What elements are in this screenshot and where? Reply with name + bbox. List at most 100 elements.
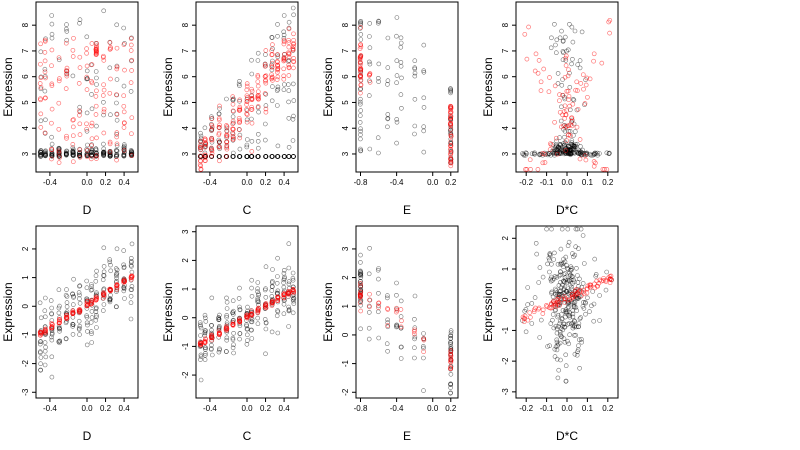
observed-point — [89, 150, 94, 155]
observed-point — [269, 288, 275, 293]
observed-point — [547, 269, 552, 275]
observed-point — [101, 8, 106, 14]
observed-point — [107, 299, 113, 305]
x-tick-label: 0.0 — [81, 178, 93, 187]
observed-point — [49, 21, 55, 27]
observed-point — [366, 325, 372, 331]
observed-point — [448, 328, 454, 333]
observed-point — [255, 132, 261, 137]
observed-point — [49, 141, 55, 147]
observed-point — [560, 327, 566, 333]
observed-point — [270, 84, 275, 89]
observed-point — [376, 266, 381, 271]
fitted-point — [575, 106, 581, 112]
observed-point — [290, 293, 296, 299]
y-tick-label: 5 — [21, 100, 30, 105]
observed-point — [553, 323, 559, 329]
observed-point — [525, 285, 531, 290]
fitted-point — [602, 167, 607, 172]
fitted-point — [544, 303, 549, 308]
fitted-point — [559, 124, 564, 130]
y-tick-label: 3 — [341, 246, 350, 251]
fitted-point — [577, 156, 583, 162]
observed-point — [367, 45, 373, 51]
observed-point — [604, 150, 610, 156]
observed-point — [604, 269, 610, 275]
observed-point — [64, 287, 69, 292]
fitted-point — [230, 118, 236, 124]
fitted-point — [237, 117, 243, 123]
fitted-point — [77, 147, 83, 153]
observed-point — [358, 32, 364, 37]
observed-point — [237, 285, 242, 291]
x-axis-label: D*C — [556, 429, 578, 443]
observed-point — [394, 80, 399, 85]
observed-point — [64, 294, 70, 299]
y-tick-label: 8 — [341, 22, 350, 27]
observed-point — [574, 352, 580, 358]
observed-point — [37, 149, 43, 155]
observed-point — [366, 93, 372, 98]
observed-point — [594, 150, 600, 156]
fitted-point — [89, 120, 95, 126]
fitted-point — [291, 31, 296, 37]
fitted-point — [281, 291, 287, 296]
x-tick-label: 0.2 — [602, 404, 614, 413]
observed-point — [398, 356, 404, 361]
fitted-point — [358, 65, 363, 71]
observed-point — [385, 35, 391, 41]
fitted-point — [557, 109, 563, 115]
observed-point — [89, 153, 94, 158]
observed-point — [398, 92, 404, 97]
observed-point — [421, 68, 427, 73]
y-tick-label: -2 — [501, 357, 510, 365]
fitted-point — [84, 63, 90, 69]
observed-point — [367, 146, 373, 152]
fitted-point — [217, 103, 222, 109]
fitted-point — [584, 75, 590, 81]
observed-point — [385, 317, 390, 323]
fitted-point — [357, 59, 363, 65]
observed-point — [49, 374, 55, 380]
fitted-point — [357, 57, 363, 63]
observed-point — [114, 143, 120, 148]
observed-point — [552, 354, 558, 359]
observed-point — [256, 291, 261, 297]
fitted-point — [93, 295, 99, 300]
observed-point — [606, 151, 612, 156]
fitted-point — [71, 117, 76, 122]
fitted-point — [275, 67, 280, 73]
observed-point — [587, 151, 593, 157]
observed-point — [236, 296, 242, 301]
observed-point — [93, 150, 99, 156]
fitted-point — [290, 46, 296, 52]
observed-point — [198, 322, 203, 328]
observed-point — [394, 73, 400, 78]
observed-point — [557, 318, 563, 324]
observed-point — [448, 371, 454, 377]
fitted-point — [262, 74, 268, 79]
x-tick-label: -0.2 — [519, 404, 533, 413]
observed-point — [577, 316, 583, 322]
observed-point — [230, 337, 236, 342]
fitted-point — [286, 73, 292, 78]
fitted-point — [198, 138, 204, 144]
observed-point — [224, 337, 229, 343]
x-axis-label: D — [83, 429, 92, 443]
observed-point — [249, 116, 254, 122]
observed-point — [263, 326, 269, 332]
fitted-point — [237, 104, 243, 110]
observed-point — [245, 338, 250, 343]
y-tick-label: -1 — [501, 326, 510, 334]
observed-point — [559, 261, 565, 267]
x-tick-label: -0.4 — [43, 404, 57, 413]
x-tick-label: 0.0 — [561, 404, 573, 413]
observed-point — [358, 270, 364, 275]
fitted-point — [230, 134, 236, 139]
x-tick-label: 0.2 — [260, 178, 272, 187]
observed-point — [366, 310, 372, 315]
observed-point — [198, 333, 203, 338]
observed-point — [399, 344, 404, 350]
observed-point — [546, 255, 552, 261]
observed-point — [121, 25, 126, 31]
